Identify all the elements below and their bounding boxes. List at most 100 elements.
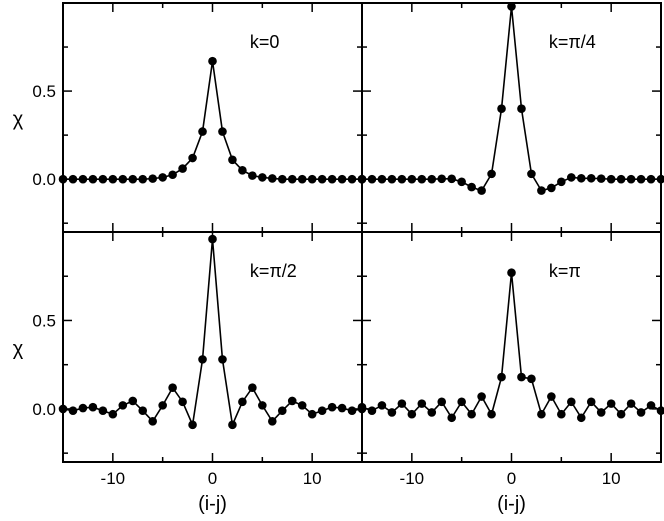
panel-1-k-label: k=0 — [250, 32, 280, 52]
panel-3-frame — [62, 231, 363, 463]
panel-3-data-point — [118, 401, 128, 410]
panel-3-data-point — [287, 396, 297, 406]
panel-1-data-point — [78, 174, 88, 184]
panel-2-data-point — [417, 174, 427, 184]
panel-4-frame — [361, 231, 662, 463]
panel-1-data-point — [218, 127, 227, 136]
panel-1-data-point — [118, 174, 128, 184]
panel-4-data-point — [616, 409, 626, 419]
panel-3-y-axis-label: χ — [13, 338, 24, 360]
chart-text: 0.0 0.5 χ k=0 k=π/4 0.0 0.5 χ -10 0 10 (i-j) k=π/2 -1… — [13, 32, 621, 515]
panel-2-data-point — [557, 177, 566, 187]
panel-1-data-point — [277, 174, 287, 184]
panel-3-data-point — [258, 401, 267, 410]
panel-4-data-point — [387, 408, 397, 417]
panel-2-k-label: k=π/4 — [549, 32, 596, 52]
panel-4-x-tick-label: -10 — [400, 469, 425, 488]
panel-3-data-point — [347, 406, 357, 415]
panel-3-data-point — [218, 355, 227, 364]
panel-4-data-point — [487, 409, 496, 419]
panel-2-data-point — [547, 183, 556, 193]
panel-3-data-point — [128, 396, 138, 406]
panel-frames — [62, 2, 662, 463]
panel-1-y-tick-label: 0.5 — [32, 82, 56, 101]
panel-3-data-point — [307, 409, 317, 419]
panel-3-data-point — [158, 401, 167, 410]
panel-2-data-point — [596, 174, 606, 183]
panel-2-data-point — [517, 104, 526, 113]
panel-2-data-point — [397, 174, 407, 184]
panel-4-data-point — [437, 397, 447, 407]
chart-marks — [58, 2, 664, 430]
panel-1-y-axis-label: χ — [13, 109, 24, 131]
panel-2-series-line — [362, 6, 661, 192]
panel-2-data-point — [457, 177, 466, 187]
panel-3-data-point — [198, 355, 207, 364]
panel-2-data-point — [537, 186, 546, 195]
panel-1-data-point — [297, 174, 307, 184]
panel-4-data-point — [407, 409, 417, 419]
panel-4-data-point — [586, 397, 596, 407]
panel-4-data-point — [477, 392, 486, 401]
panel-3-x-tick-label: 0 — [208, 469, 217, 488]
panel-4-data-point — [497, 372, 506, 382]
panel-3-data-point — [228, 420, 237, 430]
panel-2-data-point — [427, 174, 437, 184]
panel-1-data-point — [108, 174, 118, 184]
panel-1-data-point — [98, 174, 108, 184]
panel-3-x-axis-label: (i-j) — [198, 493, 227, 515]
panel-1-series-line — [63, 61, 362, 180]
panel-4-data-point — [367, 406, 377, 415]
panel-2-data-point — [576, 173, 586, 183]
panel-3-data-point — [277, 406, 287, 415]
panel-4-data-point — [377, 401, 387, 410]
panel-4-data-point — [557, 409, 566, 419]
panel-4-data-point — [547, 392, 556, 401]
panel-4-data-point — [646, 401, 656, 410]
panel-2-data-point — [497, 104, 506, 113]
panel-3-x-tick-label: -10 — [101, 469, 126, 488]
panel-2-data-point — [487, 169, 496, 179]
panel-3-data-point — [178, 397, 187, 407]
panel-3-data-point — [138, 406, 148, 415]
panel-2-data-point — [437, 174, 447, 184]
panel-4-data-point — [606, 399, 616, 408]
panel-1-data-point — [268, 174, 277, 183]
panel-4-x-tick-label: 0 — [507, 469, 516, 488]
panel-2-data-point — [367, 174, 377, 184]
panel-1-data-point — [248, 171, 257, 180]
panel-3-data-point — [248, 383, 257, 392]
panel-1-data-point — [198, 127, 207, 136]
panel-2-data-point — [407, 174, 417, 184]
panel-1-data-point — [188, 153, 197, 163]
panel-4-data-point — [467, 409, 476, 419]
panel-3-data-point — [88, 402, 98, 412]
panel-3-k-label: k=π/2 — [250, 261, 297, 281]
panel-3-data-point — [168, 383, 177, 392]
panel-4-series-line — [361, 272, 662, 420]
panel-4-data-point — [636, 408, 646, 417]
panel-2-data-point — [447, 174, 457, 184]
panel-4-data-point — [507, 268, 516, 277]
panel-4-x-axis-label: (i-j) — [497, 493, 526, 515]
panel-3-series-line — [62, 239, 363, 428]
panel-2-data-point — [586, 173, 596, 183]
panel-3-data-point — [98, 406, 108, 415]
panel-1-data-point — [168, 170, 177, 180]
panel-4-data-point — [626, 399, 636, 408]
panel-1-data-point — [258, 173, 267, 182]
panel-3-data-point — [337, 403, 347, 413]
panel-4-data-point — [527, 374, 536, 384]
panel-1-data-point — [178, 164, 187, 173]
panel-3-data-point — [268, 417, 277, 426]
panel-1-data-point — [347, 174, 357, 184]
panel-3-x-tick-label: 10 — [303, 469, 322, 488]
panel-4-x-tick-label: 10 — [602, 469, 621, 488]
panel-1-data-point — [208, 56, 217, 66]
panel-4-data-point — [457, 397, 466, 407]
panel-4-data-point — [397, 399, 407, 408]
panel-1-data-point — [327, 174, 337, 184]
panel-3-data-point — [68, 406, 78, 415]
panel-1-data-point — [287, 174, 297, 184]
